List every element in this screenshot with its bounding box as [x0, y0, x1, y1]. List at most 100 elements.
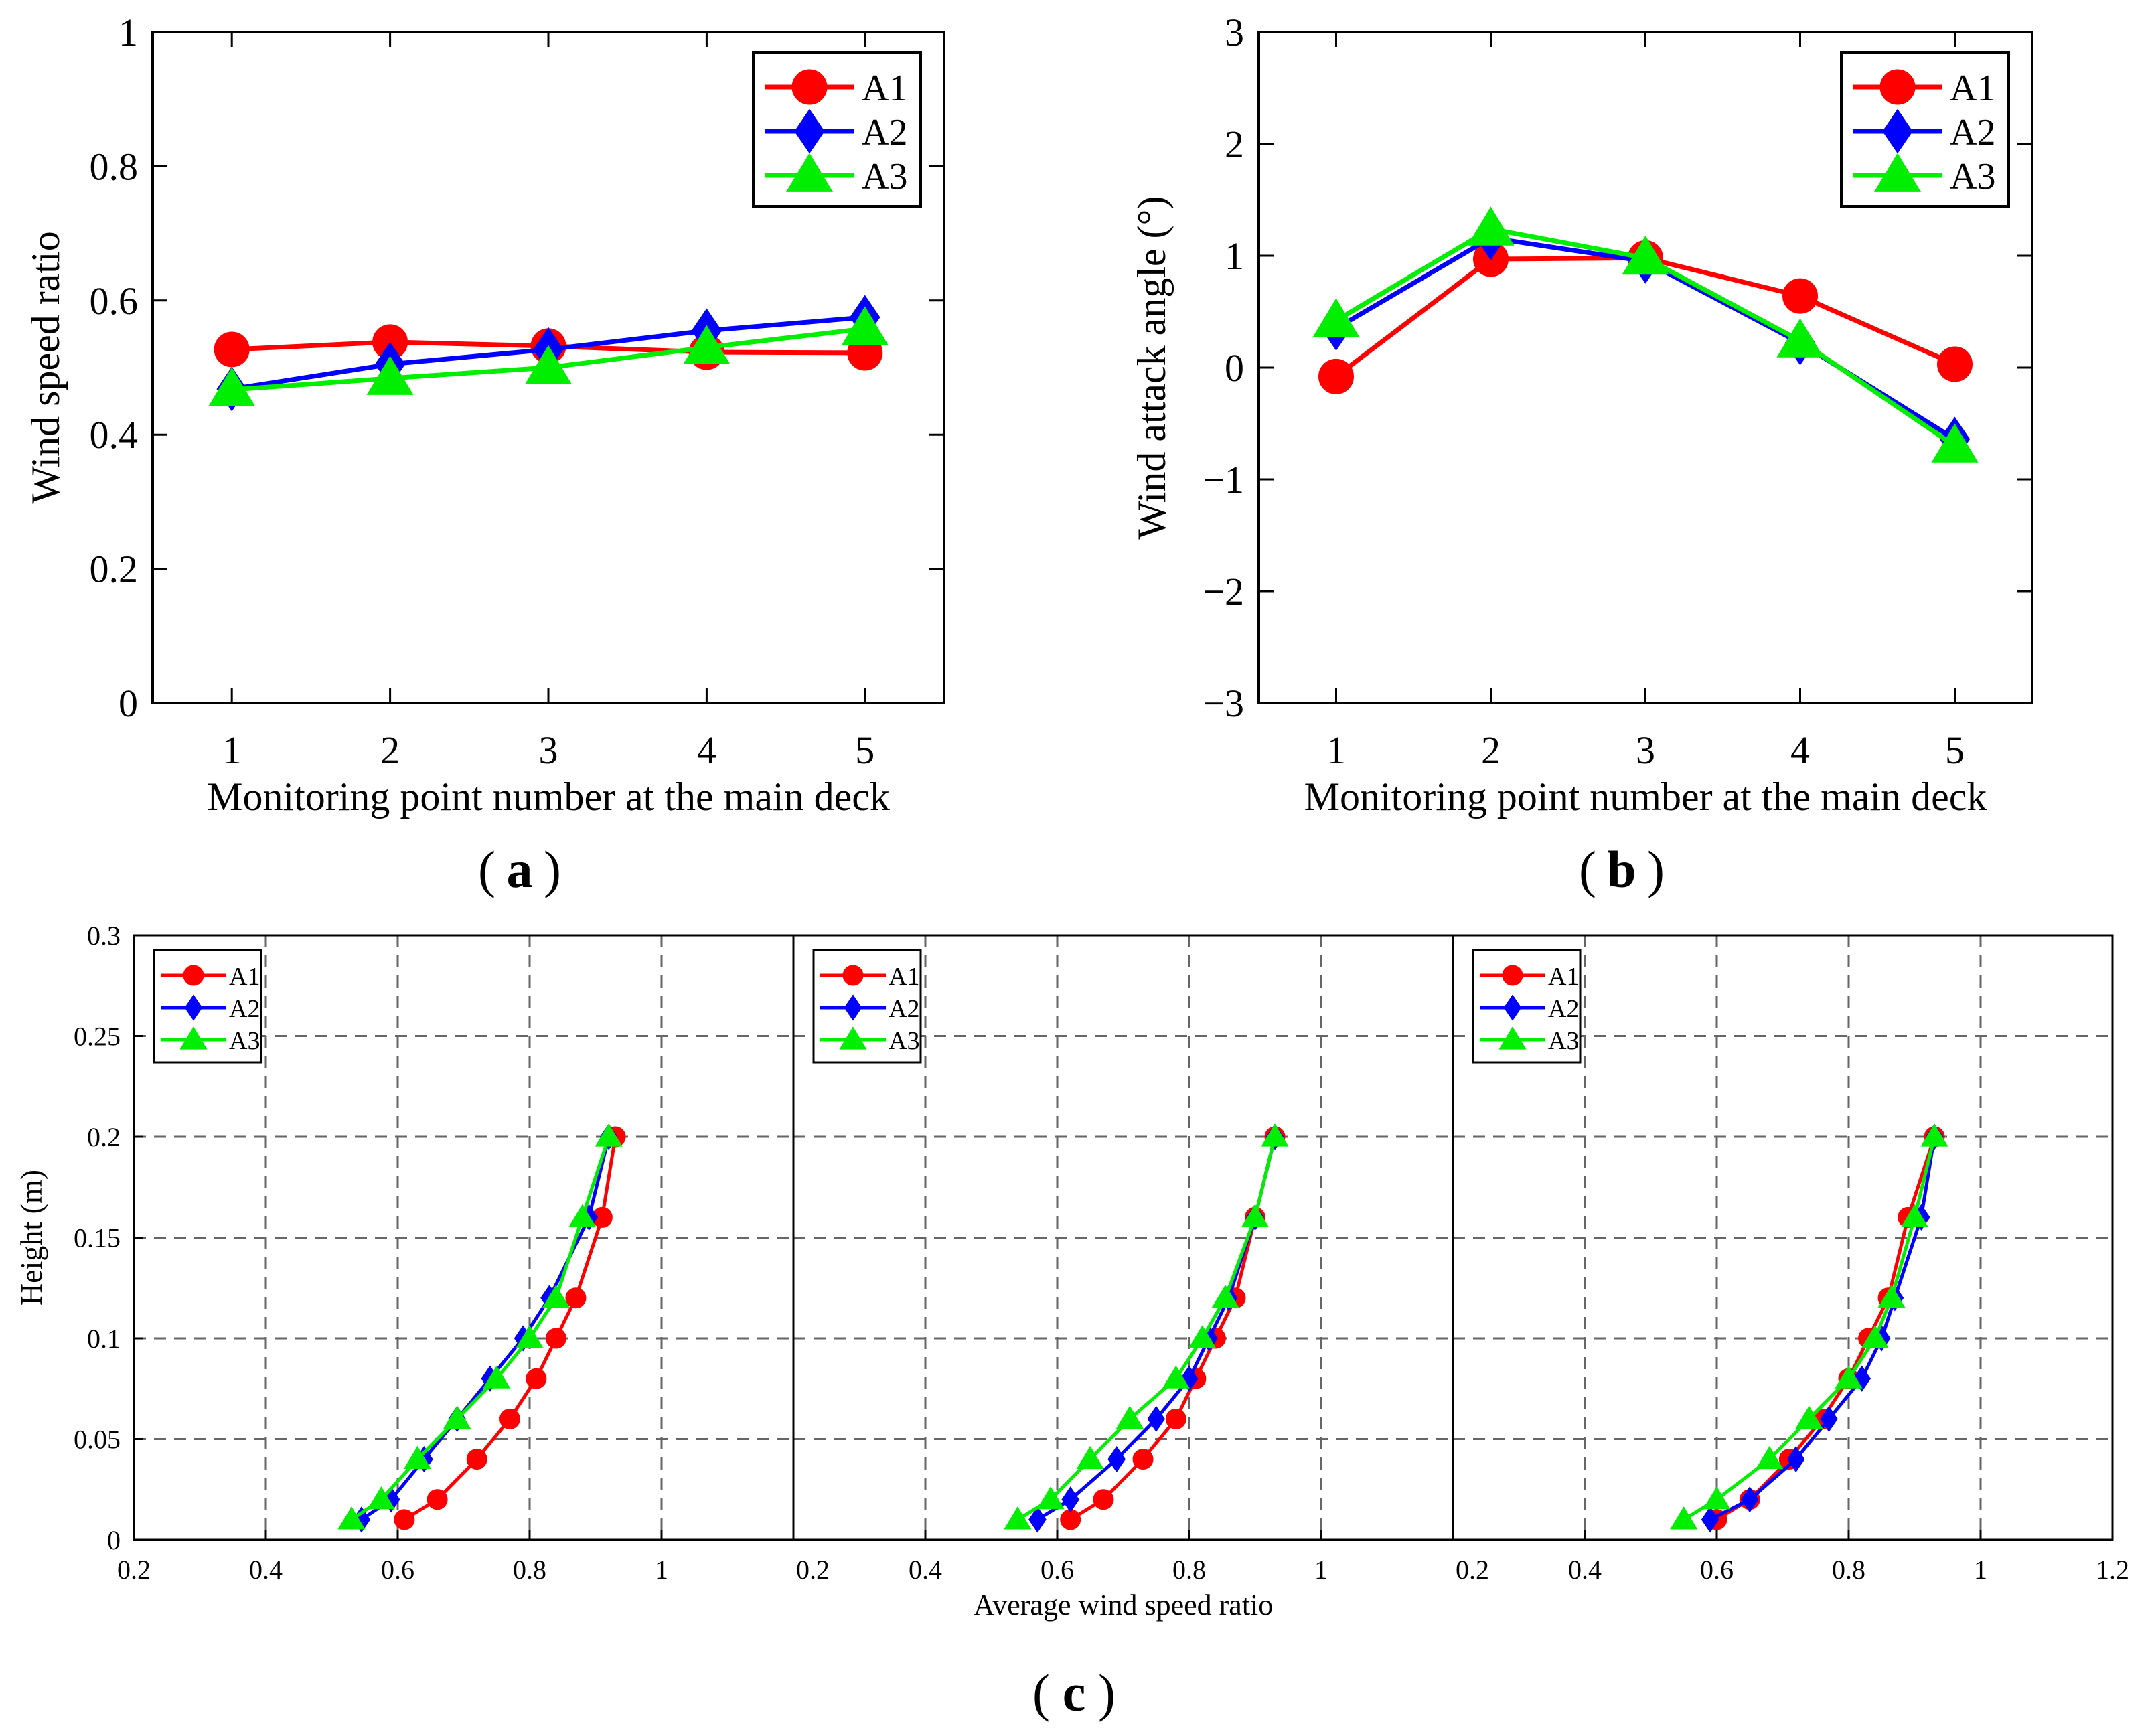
series-A3-point — [1004, 1506, 1032, 1530]
series-A3-point — [1861, 1325, 1889, 1348]
subplot-2: 0.2 0.4 0.6 0.8 1 A1 A2 A3 — [792, 934, 1454, 1585]
legend-A3-marker — [839, 1026, 867, 1050]
x-tick-label: 1 — [1314, 1555, 1328, 1585]
legend-A2-label: A2 — [889, 995, 919, 1023]
series-A1-point — [1782, 278, 1818, 314]
series-A3-point — [367, 1486, 395, 1510]
legend-A2-marker — [1882, 108, 1913, 154]
series-A3-point — [1900, 1204, 1929, 1227]
panel-b-caption-open: ( — [1579, 840, 1596, 898]
legend-A3-label: A3 — [1548, 1027, 1579, 1055]
series-A3-point — [1162, 1365, 1190, 1389]
series-A3-point — [1188, 1325, 1217, 1348]
legend-A2-label: A2 — [229, 995, 260, 1023]
series-A2-point — [1701, 1506, 1719, 1533]
series-A2-line — [1709, 1136, 1936, 1522]
series-A3-point — [1036, 1486, 1065, 1510]
legend-A3-marker — [1498, 1026, 1527, 1050]
y-tick-label: −1 — [1203, 458, 1244, 501]
series-A3-point — [524, 345, 572, 384]
y-axis-label: Wind attack angle (°) — [1130, 195, 1174, 539]
series-A2-point — [1786, 1445, 1805, 1473]
legend-A2-label: A2 — [862, 112, 907, 153]
x-tick-label: 0.6 — [1041, 1555, 1074, 1585]
series-A3-point — [1795, 1405, 1823, 1429]
series-A1-point — [526, 1368, 547, 1389]
y-tick-label: 0.2 — [87, 1122, 121, 1152]
subplot-frame — [1452, 934, 2114, 1541]
series-A3-point — [366, 356, 414, 395]
series-A3-point — [841, 306, 889, 345]
series-A1-point — [1165, 1408, 1186, 1429]
series-A1-point — [394, 1509, 415, 1530]
x-tick-label: 5 — [1945, 728, 1965, 772]
legend-A3-marker — [1873, 153, 1922, 192]
y-tick-label: 1 — [1225, 234, 1244, 278]
series-A3-point — [1622, 235, 1669, 275]
y-tick-label: 2 — [1225, 123, 1244, 166]
legend-A1-label: A1 — [1950, 68, 1995, 109]
series-A3-point — [1703, 1486, 1731, 1510]
y-axis-label: Wind speed ratio — [23, 231, 68, 503]
series-A3-point — [1116, 1405, 1144, 1429]
series-A1-point — [1318, 358, 1354, 394]
y-tick-label: 0.4 — [90, 413, 139, 457]
y-tick-label: 0 — [1225, 346, 1244, 390]
x-tick-label: 0.8 — [1172, 1555, 1206, 1585]
series-A1-line — [1069, 1136, 1277, 1522]
legend-A1-marker — [791, 69, 828, 105]
x-tick-label: 0.8 — [513, 1555, 546, 1585]
series-A2-point — [1061, 1486, 1080, 1513]
legend-A3-marker — [785, 153, 834, 192]
series-A2-point — [1147, 1405, 1166, 1433]
x-tick-label: 4 — [1790, 728, 1810, 772]
y-tick-label: 0.1 — [87, 1324, 121, 1354]
series-A3-point — [1756, 1445, 1784, 1470]
series-A3-point — [1467, 206, 1515, 246]
panel-b-caption-letter: b — [1607, 840, 1636, 898]
x-axis-label: Monitoring point number at the main deck — [1304, 775, 1987, 819]
panel-c-caption-close: ) — [1098, 1664, 1116, 1722]
x-tick-label: 5 — [855, 728, 874, 772]
y-tick-label: 0 — [119, 682, 138, 725]
subplot-3: 0.2 0.4 0.6 0.8 1 1.2 A1 A2 A3 — [1452, 934, 2129, 1585]
x-tick-label: 0.2 — [117, 1555, 151, 1585]
y-axis-label: Height (m) — [14, 1170, 48, 1306]
legend-A1-marker — [1879, 69, 1916, 105]
x-tick-label: 0.6 — [381, 1555, 414, 1585]
y-tick-label: 0.2 — [90, 548, 139, 591]
legend-A1-marker — [842, 965, 864, 986]
series-A1-line — [403, 1136, 617, 1522]
series-A3-point — [208, 367, 256, 406]
x-axis-label: Monitoring point number at the main deck — [207, 775, 890, 819]
y-tick-label: 0.8 — [90, 145, 139, 188]
series-A1-point — [1132, 1449, 1154, 1470]
y-tick-label: 1 — [119, 11, 138, 54]
y-tick-label: 0 — [107, 1525, 121, 1555]
series-A3-point — [337, 1506, 366, 1530]
legend-A1-marker — [1502, 965, 1523, 986]
x-tick-label: 2 — [1481, 728, 1501, 772]
series-A3-point — [683, 325, 730, 364]
legend-A2-label: A2 — [1548, 995, 1579, 1023]
y-tick-label: −3 — [1203, 682, 1244, 725]
legend-A3-label: A3 — [229, 1027, 260, 1055]
x-tick-label: 0.4 — [249, 1555, 283, 1585]
series-A3-point — [1931, 423, 1979, 463]
series-A1-point — [1093, 1489, 1114, 1510]
subplot-1: 0.2 0.4 0.6 0.8 1 A1 A2 A3 — [117, 934, 795, 1585]
series-A3-point — [1241, 1204, 1270, 1227]
series-A1-point — [565, 1287, 587, 1309]
y-tick-label: 0.6 — [90, 279, 139, 323]
y-tick-label: 0.25 — [74, 1022, 121, 1052]
x-tick-label: 1 — [222, 728, 242, 772]
x-tick-label: 3 — [539, 728, 558, 772]
x-tick-label: 0.4 — [909, 1555, 942, 1585]
panel-a-caption-letter: a — [507, 840, 533, 898]
y-tick-label: 0.3 — [87, 921, 121, 951]
series-A3-point — [403, 1445, 432, 1470]
panel-c-caption-letter: c — [1063, 1664, 1086, 1722]
series-A3-point — [443, 1405, 471, 1429]
